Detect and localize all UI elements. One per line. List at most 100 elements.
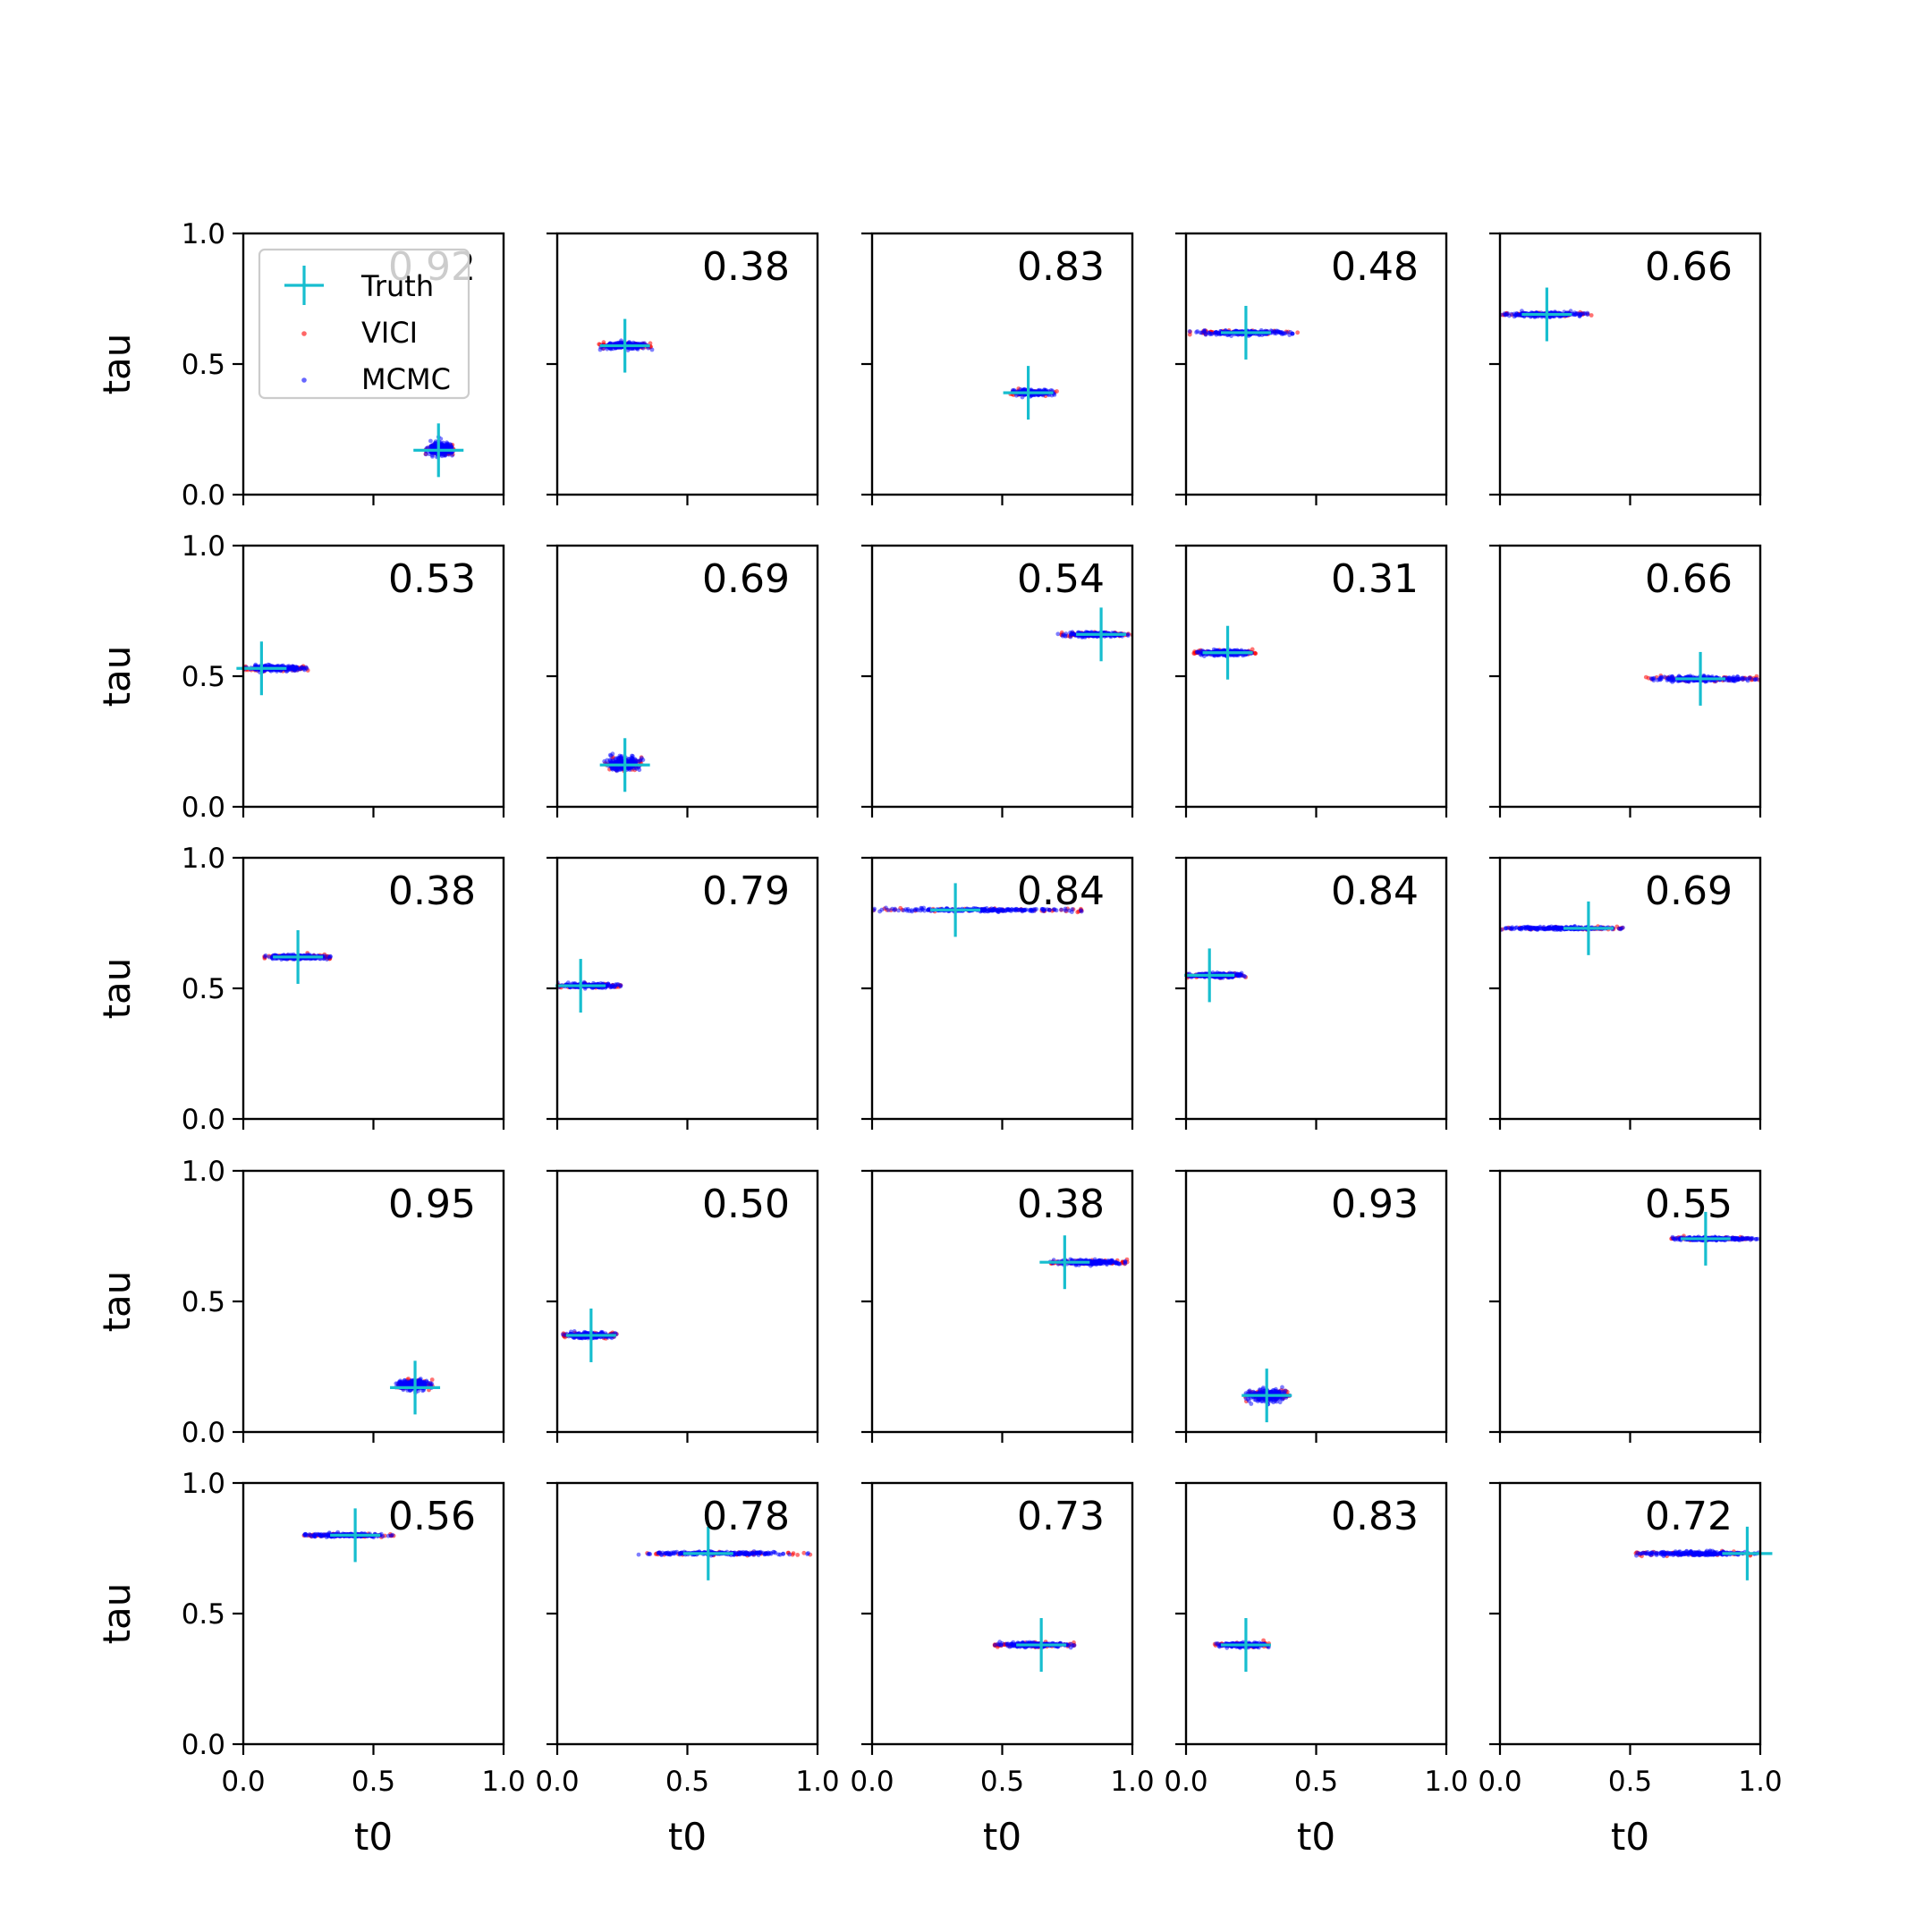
vici-sample-point	[1295, 330, 1301, 335]
panel-18: 0.38	[861, 1169, 1134, 1443]
mcmc-sample-point	[616, 982, 621, 987]
mcmc-sample-point	[1079, 908, 1083, 913]
y-tick-label: 1.0	[182, 843, 225, 875]
panel-score-label: 0.84	[1331, 869, 1419, 914]
mcmc-sample-point	[1732, 678, 1736, 683]
y-tick-label: 0.5	[182, 661, 225, 693]
panel-score-label: 0.48	[1331, 244, 1419, 290]
mcmc-sample-point	[400, 1382, 405, 1387]
panel-score-label: 0.54	[1017, 556, 1105, 602]
mcmc-sample-point	[1524, 925, 1530, 930]
panel-13: 0.84	[861, 856, 1134, 1130]
panel-score-label: 0.38	[388, 869, 476, 914]
y-tick-label: 0.5	[182, 973, 225, 1005]
mcmc-sample-point	[1063, 906, 1068, 911]
truth-marker	[555, 959, 606, 1013]
y-axis-label: tau	[95, 1271, 139, 1333]
mcmc-sample-point	[627, 767, 632, 772]
mcmc-sample-point	[1504, 312, 1508, 318]
mcmc-sample-point	[625, 348, 631, 352]
panel-score-label: 0.53	[388, 556, 476, 602]
mcmc-sample-point	[1042, 907, 1047, 912]
mcmc-sample-point	[428, 438, 433, 444]
truth-marker	[1220, 305, 1271, 360]
panel-17: 0.50	[547, 1169, 819, 1443]
mcmc-sample-point	[608, 753, 614, 758]
mcmc-sample-point	[1506, 313, 1512, 318]
mcmc-sample-point	[446, 452, 452, 457]
mcmc-sample-point	[406, 1382, 411, 1387]
mcmc-sample-point	[1023, 907, 1029, 912]
mcmc-sample-point	[440, 444, 445, 448]
mcmc-sample-point	[253, 662, 258, 667]
mcmc-sample-point	[1621, 925, 1625, 930]
panel-7: 0.69	[547, 544, 819, 818]
mcmc-sample-point	[1534, 926, 1539, 931]
truth-marker	[390, 1360, 441, 1415]
panels-layer: 0.920.00.51.0tau0.380.830.480.660.530.00…	[95, 218, 1783, 1859]
mcmc-sample-point	[1670, 680, 1675, 684]
y-tick-label: 1.0	[182, 1156, 225, 1188]
panel-4: 0.48	[1175, 232, 1448, 505]
truth-marker	[1076, 607, 1127, 662]
mcmc-sample-point	[879, 907, 885, 912]
mcmc-sample-point	[1553, 925, 1558, 930]
panel-score-label: 0.84	[1017, 869, 1105, 914]
y-axis-label: tau	[95, 958, 139, 1020]
mcmc-sample-point	[450, 453, 454, 458]
mcmc-sample-point	[1236, 973, 1241, 978]
mcmc-sample-point	[1003, 909, 1008, 913]
mcmc-sample-point	[896, 908, 901, 913]
mcmc-sample-point	[445, 443, 450, 448]
mcmc-sample-point	[1013, 907, 1017, 912]
mcmc-sample-point	[1203, 332, 1208, 337]
mcmc-sample-point	[432, 441, 437, 446]
mcmc-sample-point	[1105, 1262, 1109, 1267]
mcmc-sample-point	[884, 905, 888, 911]
y-axis-label: tau	[95, 646, 139, 708]
mcmc-sample-point	[1029, 907, 1034, 912]
mcmc-sample-point	[640, 758, 646, 762]
mcmc-sample-point	[619, 754, 624, 758]
vici-sample-point	[429, 1377, 435, 1382]
truth-marker	[599, 738, 650, 792]
mcmc-sample-point	[635, 758, 640, 764]
mcmc-sample-point	[327, 953, 333, 959]
mcmc-sample-point	[1097, 1258, 1102, 1263]
mcmc-sample-point	[927, 907, 931, 912]
mcmc-sample-point	[1068, 632, 1073, 638]
mcmc-sample-point	[1055, 631, 1061, 637]
mcmc-sample-point	[298, 666, 302, 672]
mcmc-sample-point	[1008, 909, 1013, 913]
mcmc-sample-point	[630, 758, 634, 763]
y-tick-label: 0.0	[182, 1417, 225, 1449]
mcmc-sample-point	[263, 953, 268, 958]
mcmc-sample-point	[1509, 927, 1514, 932]
mcmc-sample-point	[1020, 394, 1025, 400]
mcmc-sample-point	[1202, 327, 1208, 333]
mcmc-sample-point	[890, 906, 894, 911]
y-axis-label: tau	[95, 334, 139, 395]
mcmc-sample-point	[610, 758, 615, 763]
mcmc-sample-point	[1194, 330, 1199, 335]
mcmc-sample-point	[1514, 311, 1520, 317]
mcmc-sample-point	[569, 1329, 573, 1335]
truth-marker	[1675, 651, 1726, 706]
mcmc-sample-point	[1744, 677, 1750, 682]
truth-marker	[1521, 287, 1572, 342]
mcmc-sample-point	[302, 667, 307, 673]
panel-2: 0.38	[547, 232, 819, 505]
mcmc-sample-point	[1659, 674, 1664, 680]
mcmc-sample-point	[1735, 674, 1740, 679]
truth-marker	[565, 1308, 616, 1362]
mcmc-sample-point	[979, 907, 985, 911]
truth-marker	[236, 641, 287, 696]
mcmc-sample-point	[286, 665, 292, 670]
mcmc-sample-point	[613, 984, 617, 989]
mcmc-sample-point	[1093, 1258, 1097, 1264]
mcmc-sample-point	[1655, 678, 1660, 682]
mcmc-sample-point	[428, 1380, 433, 1385]
